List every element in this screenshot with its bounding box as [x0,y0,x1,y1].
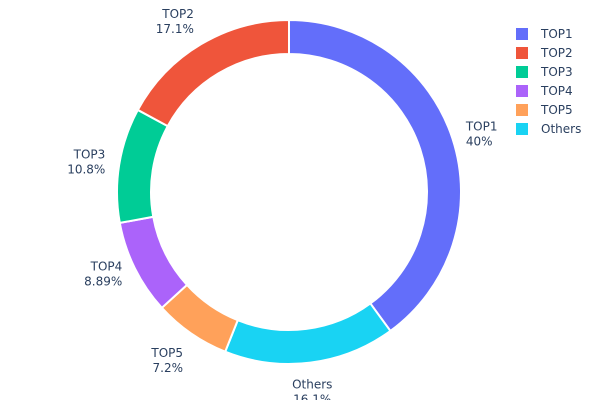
slice-value-label: 8.89% [84,275,122,289]
slice-label: TOP1 [465,119,498,133]
slice-label: TOP5 [150,346,183,360]
legend-label[interactable]: TOP3 [540,65,573,79]
slice-label: TOP3 [73,148,106,162]
legend-label[interactable]: Others [541,122,581,136]
legend-swatch[interactable] [516,85,528,97]
legend-swatch[interactable] [516,123,528,135]
slice-top3[interactable] [116,108,170,225]
legend-label[interactable]: TOP4 [540,84,573,98]
slice-others[interactable] [223,302,392,365]
legend-label[interactable]: TOP1 [540,27,573,41]
legend-swatch[interactable] [516,66,528,78]
slice-value-label: 17.1% [156,22,194,36]
slice-top2[interactable] [136,18,290,128]
legend-swatch[interactable] [516,104,528,116]
slice-value-label: 10.8% [67,163,105,177]
legend-label[interactable]: TOP5 [540,103,573,117]
legend-label[interactable]: TOP2 [540,46,573,60]
legend-swatch[interactable] [516,47,528,59]
slice-value-label: 7.2% [153,361,184,375]
legend-swatch[interactable] [516,28,528,40]
slice-label: TOP4 [90,260,123,274]
slice-top1[interactable] [288,18,462,333]
slice-label: Others [292,378,332,392]
slice-value-label: 16.1% [293,393,331,400]
slice-label: TOP2 [161,7,194,21]
slice-value-label: 40% [466,134,493,148]
slice-top4[interactable] [118,215,189,310]
